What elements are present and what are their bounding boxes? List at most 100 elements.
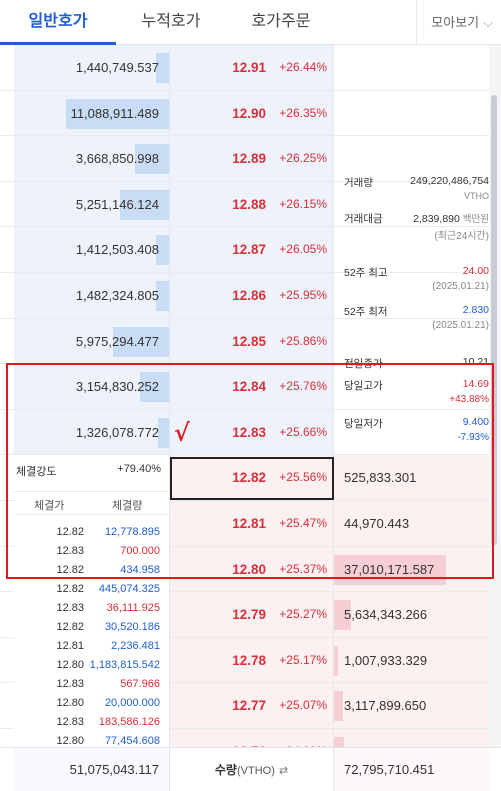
amount-value: 2,839,890 백만원 (413, 213, 489, 225)
ask-quantity-bar (120, 189, 169, 220)
trade-price: 12.83 (56, 678, 84, 690)
ask-quantity-cell: 5,251,146.124 (14, 181, 170, 227)
ask-row[interactable]: 1,440,749.537 12.91 +26.44% (0, 45, 501, 91)
trade-row: 12.80 1,183,815.542 (14, 656, 170, 675)
change-rate: +25.17% (279, 652, 327, 667)
price-cell[interactable]: 12.83 +25.66% (170, 409, 334, 455)
trade-history-header: 체결가 체결량 (14, 491, 170, 515)
ask-row[interactable]: 5,251,146.124 12.88 +26.15% (0, 181, 501, 228)
price-cell[interactable]: 12.88 +26.15% (170, 181, 334, 227)
trade-price: 12.81 (56, 640, 84, 652)
bid-quantity-cell: 44,970.443 (334, 501, 489, 546)
price-cell[interactable]: 12.91 +26.44% (170, 45, 334, 90)
annotation-highlight-box (6, 363, 494, 579)
ask-row[interactable]: 1,326,078.772 12.83 +25.66% (0, 409, 501, 456)
price-cell[interactable]: 12.87 +26.05% (170, 227, 334, 272)
ask-row[interactable]: 5,975,294.477 12.85 +25.86% (0, 318, 501, 365)
change-rate: +25.76% (279, 379, 327, 394)
day-low-label: 당일저가 (344, 418, 383, 430)
trade-volume: 77,454.608 (104, 735, 160, 747)
chevron-down-icon: ⌵ (483, 15, 493, 30)
orderbook-tabs: 일반호가 누적호가 호가주문 모아보기 ⌵ (0, 0, 501, 45)
price-cell[interactable]: 12.86 +25.95% (170, 273, 334, 318)
change-rate: +26.44% (279, 60, 327, 74)
bid-quantity-bar (334, 554, 446, 585)
trade-row: 12.82 12,778.895 (14, 523, 170, 542)
bid-quantity-cell: 37,010,171.587 (334, 546, 489, 592)
price-cell[interactable]: 12.79 +25.27% (170, 592, 334, 637)
ask-quantity-bar (135, 144, 169, 175)
prev-close-value: 10.21 (462, 356, 489, 368)
ask-quantity: 3,668,850.998 (75, 151, 159, 167)
trade-price-header: 체결가 (34, 500, 65, 512)
ask-row[interactable]: 11,088,911.489 12.90 +26.35% (0, 90, 501, 137)
amount-label: 거래대금 (344, 213, 383, 225)
trade-row: 12.83 183,586.126 (14, 713, 170, 732)
ask-quantity-cell: 1,482,324.805 (14, 273, 170, 318)
ask-quantity-cell: 1,412,503.408 (14, 227, 170, 272)
price-cell[interactable]: 12.82 +25.56% (170, 455, 334, 500)
annotation-check-mark: √ (174, 418, 190, 447)
ask-row[interactable]: 1,482,324.805 12.86 +25.95% (0, 273, 501, 319)
change-rate: +26.35% (279, 105, 327, 120)
ask-quantity: 3,154,830.252 (75, 379, 159, 395)
price-cell[interactable]: 12.84 +25.76% (170, 364, 334, 409)
ask-row[interactable]: 1,412,503.408 12.87 +26.05% (0, 227, 501, 273)
trade-strength-label: 체결강도 (16, 466, 57, 478)
price-cell[interactable]: 12.80 +25.37% (170, 546, 334, 592)
current-price-outline (170, 457, 334, 500)
trade-volume: 20,000.000 (104, 697, 160, 709)
ask-quantity: 5,251,146.124 (75, 196, 159, 212)
price-cell[interactable]: 12.78 +25.17% (170, 637, 334, 683)
price-value: 12.91 (232, 60, 266, 75)
low52-label: 52주 최저 (344, 306, 388, 318)
trade-row: 12.80 77,454.608 (14, 732, 170, 751)
ask-total-quantity: 51,075,043.117 (14, 748, 170, 791)
day-low-rate: -7.93% (457, 432, 489, 443)
scrollbar-thumb[interactable] (491, 95, 497, 545)
price-cell[interactable]: 12.89 +26.25% (170, 136, 334, 181)
price-cell[interactable]: 12.90 +26.35% (170, 90, 334, 136)
trade-price: 12.82 (56, 583, 84, 595)
high52-date: (2025.01.21) (432, 281, 489, 292)
price-value: 12.86 (232, 288, 266, 303)
change-rate: +25.27% (279, 607, 327, 622)
ask-quantity-bar (156, 53, 169, 83)
day-high-value: 14.69 (462, 378, 489, 390)
view-mode-select[interactable]: 모아보기 ⌵ (416, 0, 493, 45)
bid-quantity-bar (334, 691, 343, 722)
bid-quantity: 44,970.443 (344, 516, 410, 531)
quantity-unit-toggle[interactable]: 수량(VTHO) ⇄ (170, 748, 334, 791)
bid-quantity-bar (334, 645, 338, 676)
ask-quantity: 11,088,911.489 (70, 105, 159, 121)
tab-orderbook-order[interactable]: 호가주문 (251, 13, 311, 30)
day-low-value: 9.400 (462, 416, 489, 428)
ask-quantity-bar (158, 417, 169, 448)
low52-date: (2025.01.21) (432, 320, 489, 331)
price-value: 12.90 (232, 105, 266, 121)
ask-quantity: 1,440,749.537 (75, 60, 159, 75)
ask-row[interactable]: 3,154,830.252 12.84 +25.76% (0, 364, 501, 410)
trade-volume: 567.966 (120, 678, 160, 690)
ask-row[interactable]: 3,668,850.998 12.89 +26.25% (0, 136, 501, 182)
bid-row[interactable]: 12.77 +25.07% 3,117,899.650 (0, 683, 501, 729)
price-value: 12.84 (232, 379, 266, 395)
ask-quantity-cell: 1,440,749.537 (14, 45, 170, 90)
ask-quantity: 1,326,078.772 (75, 424, 159, 440)
view-mode-label: 모아보기 (431, 15, 480, 30)
trade-volume: 12,778.895 (104, 526, 160, 538)
bid-quantity: 1,007,933.329 (344, 652, 428, 668)
trade-price: 12.80 (56, 697, 84, 709)
ask-quantity-cell: 3,154,830.252 (14, 364, 170, 409)
tab-cumulative-orderbook[interactable]: 누적호가 (141, 13, 201, 30)
market-info-panel: 거래량 249,220,486,754 VTHO 거래대금 2,839,890 … (334, 45, 489, 455)
bid-quantity: 37,010,171.587 (344, 561, 435, 577)
price-cell[interactable]: 12.85 +25.86% (170, 318, 334, 364)
price-cell[interactable]: 12.81 +25.47% (170, 501, 334, 546)
ask-quantity: 1,412,503.408 (75, 242, 159, 258)
price-cell[interactable]: 12.77 +25.07% (170, 683, 334, 728)
ask-quantity-cell: 11,088,911.489 (14, 90, 170, 136)
price-value: 12.78 (232, 652, 266, 668)
tab-general-orderbook[interactable]: 일반호가 (0, 0, 116, 45)
trade-volume: 434.958 (120, 564, 160, 576)
